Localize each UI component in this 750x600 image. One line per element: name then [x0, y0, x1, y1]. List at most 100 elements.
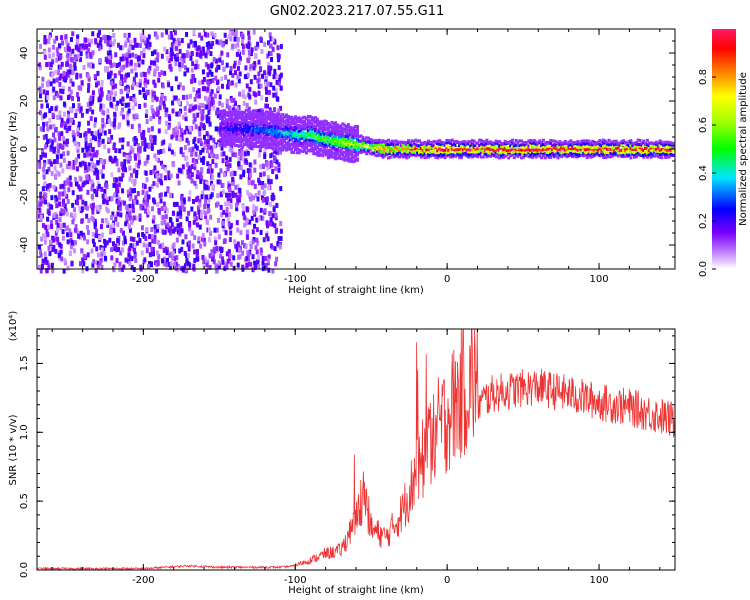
heatmap-noise-cell: [141, 71, 145, 77]
heatmap-ridge-cell: [425, 143, 429, 147]
heatmap-ridge-cell: [530, 155, 534, 159]
heatmap-noise-cell: [169, 66, 173, 72]
heatmap-ridge-cell: [337, 126, 341, 130]
heatmap-noise-cell: [38, 86, 42, 92]
heatmap-ridge-cell: [361, 146, 365, 150]
heatmap-noise-cell: [96, 42, 100, 48]
heatmap-ridge-cell: [266, 129, 270, 133]
heatmap-ridge-cell: [352, 132, 356, 136]
heatmap-noise-cell: [211, 99, 215, 105]
heatmap-noise-cell: [116, 100, 120, 106]
heatmap-ridge-cell: [527, 151, 531, 155]
heatmap-ridge-cell: [376, 139, 380, 143]
heatmap-noise-cell: [138, 213, 142, 219]
heatmap-noise-cell: [138, 148, 142, 154]
heatmap-noise-cell: [214, 240, 218, 246]
heatmap-noise-cell: [225, 212, 229, 218]
heatmap-ridge-cell: [396, 144, 400, 148]
heatmap-noise-cell: [87, 62, 91, 68]
heatmap-noise-cell: [58, 75, 62, 81]
heatmap-noise-cell: [230, 147, 234, 153]
heatmap-noise-cell: [200, 157, 204, 163]
heatmap-ridge-cell: [629, 146, 633, 150]
heatmap-noise-cell: [129, 148, 133, 154]
heatmap-ridge-cell: [230, 114, 234, 118]
heatmap-noise-cell: [235, 51, 239, 57]
heatmap-noise-cell: [228, 256, 232, 262]
heatmap-ridge-cell: [516, 154, 520, 158]
heatmap-noise-cell: [55, 57, 59, 63]
heatmap-ridge-cell: [252, 142, 256, 146]
heatmap-ridge-cell: [221, 121, 225, 125]
heatmap-noise-cell: [157, 77, 161, 83]
heatmap-noise-cell: [93, 188, 97, 194]
heatmap-ridge-cell: [401, 155, 405, 159]
heatmap-ridge-cell: [297, 130, 301, 134]
heatmap-noise-cell: [205, 181, 209, 187]
heatmap-ridge-cell: [286, 123, 290, 127]
heatmap-ridge-cell: [332, 147, 336, 151]
heatmap-noise-cell: [219, 168, 223, 174]
heatmap-noise-cell: [123, 55, 127, 61]
heatmap-ridge-cell: [582, 148, 586, 152]
heatmap-noise-cell: [101, 138, 105, 144]
heatmap-ridge-cell: [503, 142, 507, 146]
heatmap-noise-cell: [239, 165, 243, 171]
heatmap-ridge-cell: [332, 155, 336, 159]
heatmap-ridge-cell: [386, 150, 390, 154]
heatmap-ridge-cell: [538, 141, 542, 145]
heatmap-ridge-cell: [279, 127, 283, 131]
heatmap-ridge-cell: [335, 138, 339, 142]
heatmap-noise-cell: [251, 267, 255, 273]
heatmap-noise-cell: [205, 104, 209, 110]
heatmap-noise-cell: [100, 186, 104, 192]
heatmap-noise-cell: [140, 132, 144, 138]
heatmap-noise-cell: [130, 68, 134, 74]
heatmap-ridge-cell: [263, 112, 267, 116]
heatmap-ridge-cell: [540, 148, 544, 152]
heatmap-ridge-cell: [430, 153, 434, 157]
heatmap-ridge-cell: [264, 146, 268, 150]
heatmap-noise-cell: [221, 42, 225, 48]
heatmap-ridge-cell: [412, 152, 416, 156]
heatmap-noise-cell: [178, 229, 182, 235]
heatmap-noise-cell: [266, 81, 270, 87]
heatmap-ridge-cell: [438, 139, 442, 143]
heatmap-noise-cell: [66, 95, 70, 101]
heatmap-ridge-cell: [328, 125, 332, 129]
heatmap-noise-cell: [84, 201, 88, 207]
heatmap-noise-cell: [97, 29, 101, 35]
heatmap-ridge-cell: [469, 144, 473, 148]
heatmap-ridge-cell: [417, 151, 421, 155]
heatmap-noise-cell: [99, 87, 103, 93]
heatmap-noise-cell: [192, 198, 196, 204]
heatmap-noise-cell: [84, 141, 88, 147]
heatmap-noise-cell: [234, 243, 238, 249]
heatmap-ridge-cell: [603, 146, 607, 150]
heatmap-ridge-cell: [423, 149, 427, 153]
heatmap-noise-cell: [39, 195, 43, 201]
heatmap-noise-cell: [260, 95, 264, 101]
heatmap-ridge-cell: [563, 144, 567, 148]
heatmap-ridge-cell: [540, 156, 544, 160]
heatmap-ridge-cell: [571, 155, 575, 159]
heatmap-noise-cell: [55, 196, 59, 202]
heatmap-noise-cell: [78, 206, 82, 212]
heatmap-ridge-cell: [288, 138, 292, 142]
heatmap-ridge-cell: [359, 139, 363, 143]
heatmap-ridge-cell: [221, 140, 225, 144]
heatmap-ridge-cell: [474, 154, 478, 158]
heatmap-ridge-cell: [319, 120, 323, 124]
heatmap-noise-cell: [223, 32, 227, 38]
heatmap-ridge-cell: [295, 129, 299, 133]
heatmap-ridge-cell: [357, 143, 361, 147]
heatmap-noise-cell: [113, 246, 117, 252]
heatmap-noise-cell: [167, 82, 171, 88]
heatmap-noise-cell: [133, 199, 137, 205]
heatmap-ridge-cell: [332, 127, 336, 131]
heatmap-ridge-cell: [487, 143, 491, 147]
heatmap-ridge-cell: [299, 137, 303, 141]
heatmap-noise-cell: [247, 192, 251, 198]
heatmap-noise-cell: [192, 219, 196, 225]
heatmap-ridge-cell: [330, 137, 334, 141]
